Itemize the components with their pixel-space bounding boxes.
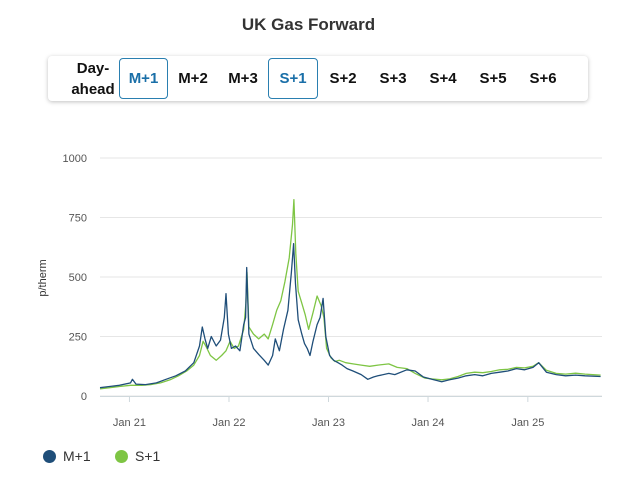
y-tick-label: 750 xyxy=(69,213,87,225)
x-tick-label: Jan 22 xyxy=(212,417,245,429)
tab-s3[interactable]: S+3 xyxy=(379,70,407,87)
tab-s1[interactable]: S+1 xyxy=(268,58,318,99)
tab-m3[interactable]: M+3 xyxy=(228,70,258,87)
legend-marker-s1 xyxy=(115,449,128,463)
grid-lines xyxy=(100,157,602,397)
x-tick-label: Jan 25 xyxy=(511,417,544,429)
x-axis-ticks: Jan 21 Jan 22 Jan 23 Jan 24 Jan 25 xyxy=(113,396,544,429)
tab-day-ahead[interactable]: Day- ahead xyxy=(70,58,116,99)
tab-s5[interactable]: S+5 xyxy=(479,70,507,87)
contract-selector: Day- ahead M+1 M+2 M+3 S+1 S+2 S+3 S+4 S… xyxy=(48,56,588,101)
y-tick-label: 0 xyxy=(81,391,87,403)
x-tick-label: Jan 21 xyxy=(113,417,146,429)
tab-day-ahead-line2: ahead xyxy=(71,80,115,98)
y-tick-label: 500 xyxy=(69,272,87,284)
tab-s6[interactable]: S+6 xyxy=(529,70,557,87)
y-tick-label: 250 xyxy=(69,332,87,344)
x-tick-label: Jan 24 xyxy=(412,417,445,429)
series-lines xyxy=(99,199,601,390)
legend-label-s1: S+1 xyxy=(135,448,161,464)
legend-marker-m1 xyxy=(43,449,56,463)
legend-label-m1: M+1 xyxy=(63,448,91,464)
tab-day-ahead-line1: Day- xyxy=(76,59,110,77)
series-line-m1 xyxy=(99,243,601,389)
x-tick-label: Jan 23 xyxy=(312,417,345,429)
legend-item-m1[interactable]: M+1 xyxy=(43,447,91,465)
tab-s4[interactable]: S+4 xyxy=(429,70,457,87)
y-axis-label: p/therm xyxy=(37,259,49,296)
tab-m2[interactable]: M+2 xyxy=(178,70,208,87)
y-axis-ticks: 0 250 500 750 1000 xyxy=(63,153,87,403)
y-tick-label: 1000 xyxy=(63,153,87,165)
legend-item-s1[interactable]: S+1 xyxy=(115,447,160,465)
tab-s2[interactable]: S+2 xyxy=(329,70,357,87)
series-line-s1 xyxy=(99,199,601,390)
chart-title: UK Gas Forward xyxy=(241,15,376,34)
tab-m1[interactable]: M+1 xyxy=(119,58,168,99)
